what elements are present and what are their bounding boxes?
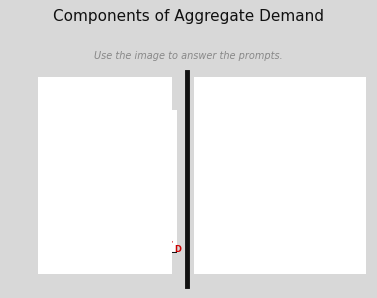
Title: Aggregate Demand Curve: Aggregate Demand Curve xyxy=(211,95,362,105)
Text: AD: AD xyxy=(313,180,328,189)
Text: D: D xyxy=(174,245,181,254)
Text: Components of Aggregate Demand: Components of Aggregate Demand xyxy=(53,9,324,24)
Y-axis label: Price: Price xyxy=(51,171,60,193)
Y-axis label: Average Price Level: Average Price Level xyxy=(218,151,224,213)
X-axis label: Quantity: Quantity xyxy=(97,259,144,269)
X-axis label: Real Output (Y): Real Output (Y) xyxy=(253,259,320,268)
Text: Use the image to answer the prompts.: Use the image to answer the prompts. xyxy=(94,51,283,61)
Title: Demand Curve: Demand Curve xyxy=(78,95,164,105)
